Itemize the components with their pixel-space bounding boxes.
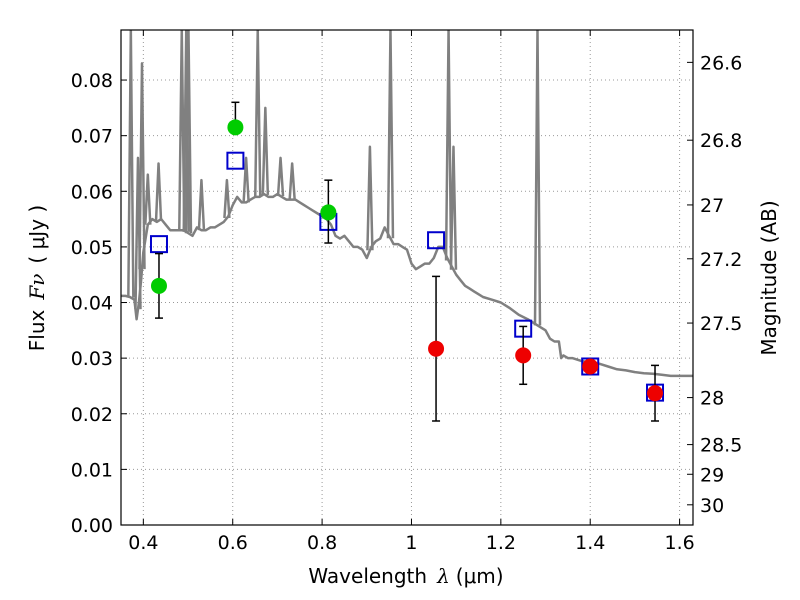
x-tick-label: 0.8 xyxy=(307,532,337,554)
emission-line xyxy=(533,30,542,326)
emission-line xyxy=(242,156,250,203)
y2-tick-label: 27 xyxy=(700,195,724,217)
x-tick-label: 0.6 xyxy=(218,532,248,554)
model-photometry-square xyxy=(427,231,446,250)
y2-tick-labels: 26.6 26.8 27 27.2 27.5 28 28.5 29 30 xyxy=(700,52,742,516)
emission-line xyxy=(144,173,152,225)
y-tick-label: 0.03 xyxy=(71,348,113,370)
model-photometry-square xyxy=(149,235,168,254)
x-tick-label: 1 xyxy=(405,532,417,554)
y2-tick-label: 30 xyxy=(700,495,724,517)
y-tick-label: 0.05 xyxy=(71,237,113,259)
emission-line xyxy=(261,106,270,195)
y-tick-label: 0.07 xyxy=(71,126,113,148)
grid-lines xyxy=(121,30,693,526)
observed-point xyxy=(515,347,532,364)
emission-line xyxy=(154,162,163,221)
emission-line xyxy=(449,145,458,270)
x-tick-labels: 0.4 0.6 0.8 1 1.2 1.4 1.6 xyxy=(128,532,694,554)
emission-line xyxy=(253,30,262,197)
y-axis-title: FluxFν( μJy ) xyxy=(25,205,49,351)
observed-point xyxy=(582,358,599,375)
x-tick-label: 0.4 xyxy=(128,532,158,554)
emission-line xyxy=(386,30,395,239)
y2-tick-label: 29 xyxy=(700,464,724,486)
emission-line xyxy=(366,145,374,251)
y2-tick-label: 27.2 xyxy=(700,249,742,271)
y2-tick-label: 26.6 xyxy=(700,52,742,74)
emission-line xyxy=(197,178,206,231)
y2-axis-title: Magnitude (AB) xyxy=(757,200,781,355)
observed-point xyxy=(647,385,664,402)
emission-line xyxy=(184,30,193,234)
y2-tick-label: 26.8 xyxy=(700,130,742,152)
y-tick-label: 0.06 xyxy=(71,181,113,203)
plot-frame xyxy=(120,29,694,526)
observed-point xyxy=(150,277,167,294)
y-tick-label: 0.04 xyxy=(71,293,113,315)
emission-line xyxy=(444,30,453,261)
x-tick-label: 1.6 xyxy=(664,532,694,554)
emission-line xyxy=(288,162,296,200)
plot-area xyxy=(121,30,693,422)
y2-tick-label: 27.5 xyxy=(700,313,742,335)
observed-point xyxy=(320,204,337,221)
y-tick-label: 0.02 xyxy=(71,404,113,426)
observed-point xyxy=(227,119,244,136)
x-axis-title: Wavelength λ (μm) xyxy=(308,564,503,588)
model-photometry-square xyxy=(226,151,245,170)
x-tick-label: 1.4 xyxy=(575,532,605,554)
y2-tick-label: 28 xyxy=(700,388,724,410)
emission-line xyxy=(138,62,146,270)
error-bars xyxy=(154,101,660,422)
y-tick-labels: 0.00 0.01 0.02 0.03 0.04 0.05 0.06 0.07 0.08 xyxy=(71,70,113,537)
axis-ticks xyxy=(121,30,693,526)
y-tick-label: 0.08 xyxy=(71,70,113,92)
emission-line xyxy=(276,156,285,197)
emission-line xyxy=(223,178,231,219)
observed-point xyxy=(428,340,445,357)
model-spectrum-line xyxy=(121,192,693,378)
observed-points xyxy=(150,119,664,402)
emission-line xyxy=(127,30,135,298)
y-tick-label: 0.00 xyxy=(71,515,113,537)
x-tick-label: 1.2 xyxy=(486,532,516,554)
emission-lines xyxy=(127,30,542,326)
y-tick-label: 0.01 xyxy=(71,459,113,481)
y2-tick-label: 28.5 xyxy=(700,435,742,457)
